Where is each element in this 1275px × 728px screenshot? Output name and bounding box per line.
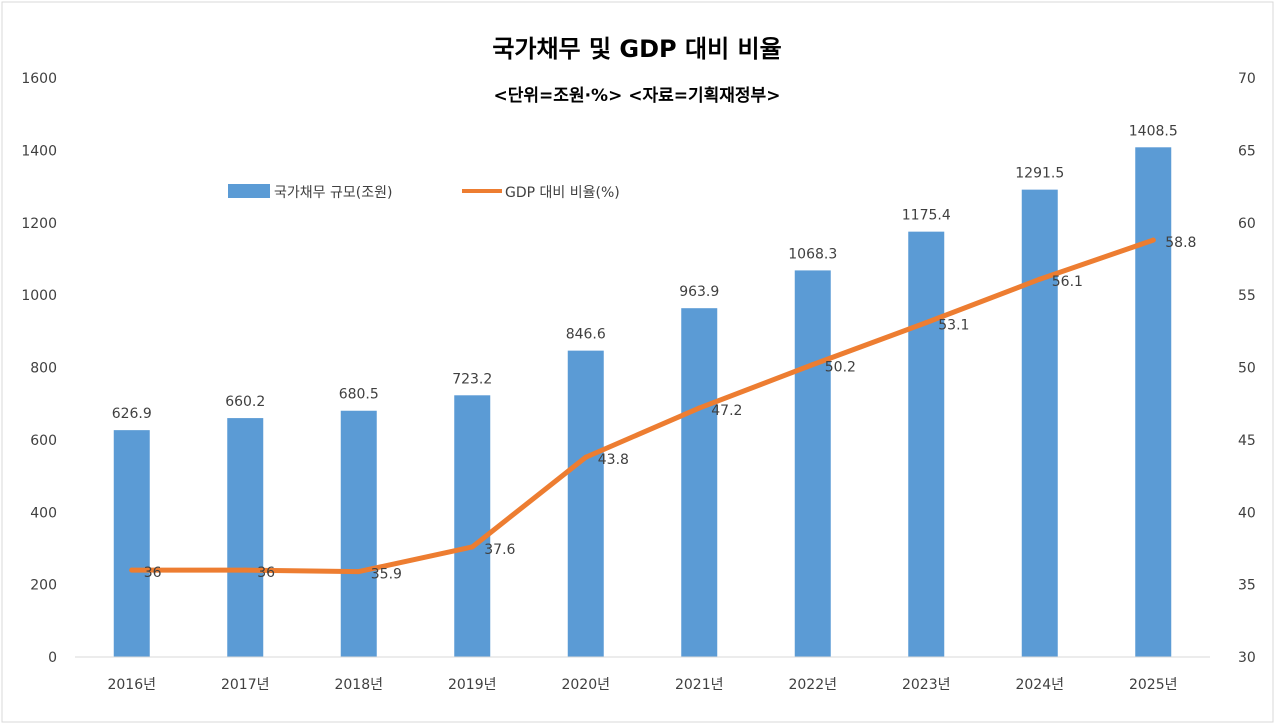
line-point xyxy=(469,544,475,550)
line-point xyxy=(810,362,816,368)
right-axis-tick-label: 45 xyxy=(1238,433,1256,449)
x-axis-tick-label: 2022년 xyxy=(788,677,837,693)
line-point xyxy=(1037,276,1043,282)
line-point xyxy=(923,320,929,326)
right-y-axis: 30 35 40 45 50 55 60 65 70 xyxy=(1238,71,1256,666)
line-data-label: 56.1 xyxy=(1052,274,1083,290)
bar-data-label: 963.9 xyxy=(679,284,719,300)
x-axis-tick-label: 2020년 xyxy=(561,677,610,693)
right-axis-tick-label: 60 xyxy=(1238,216,1256,232)
right-axis-tick-label: 40 xyxy=(1238,505,1256,521)
x-axis-tick-label: 2023년 xyxy=(902,677,951,693)
x-axis-tick-label: 2024년 xyxy=(1015,677,1064,693)
bar xyxy=(227,418,264,657)
left-axis-tick-label: 0 xyxy=(48,650,57,666)
line-data-label: 35.9 xyxy=(371,567,402,583)
legend-bar-swatch xyxy=(228,184,270,198)
bar-data-label: 660.2 xyxy=(225,394,265,410)
bar-series xyxy=(113,147,1172,658)
bar xyxy=(1021,189,1058,658)
bar-data-label: 1175.4 xyxy=(902,208,951,224)
x-axis-tick-label: 2016년 xyxy=(107,677,156,693)
line-point xyxy=(696,405,702,411)
line-point xyxy=(583,454,589,460)
x-axis-tick-label: 2017년 xyxy=(221,677,270,693)
line-series xyxy=(129,237,1156,575)
legend: 국가채무 규모(조원) GDP 대비 비율(%) xyxy=(228,184,620,201)
left-axis-tick-label: 1600 xyxy=(21,71,57,87)
left-y-axis: 0 200 400 600 800 1000 1200 1400 1600 xyxy=(21,71,57,666)
bar xyxy=(681,308,718,657)
x-axis-tick-label: 2018년 xyxy=(334,677,383,693)
line-data-label: 53.1 xyxy=(938,318,969,334)
line-data-label: 58.8 xyxy=(1165,235,1196,251)
line-point xyxy=(129,567,135,573)
bar-data-label: 1408.5 xyxy=(1129,123,1178,139)
bar xyxy=(567,350,604,657)
right-axis-tick-label: 50 xyxy=(1238,361,1256,377)
bar xyxy=(340,410,377,657)
bar-data-label: 846.6 xyxy=(566,327,606,343)
bar-data-label: 1291.5 xyxy=(1015,166,1064,182)
x-axis: 2016년 2017년 2018년 2019년 2020년 2021년 2022년 2023년… xyxy=(75,656,1210,693)
x-axis-tick-label: 2021년 xyxy=(675,677,724,693)
x-axis-tick-label: 2019년 xyxy=(448,677,497,693)
line-data-label: 37.6 xyxy=(484,542,515,558)
left-axis-tick-label: 1200 xyxy=(21,216,57,232)
bar xyxy=(794,270,831,657)
legend-bar-label: 국가채무 규모(조원) xyxy=(274,185,392,201)
line-data-label: 43.8 xyxy=(598,452,629,468)
left-axis-tick-label: 1000 xyxy=(21,288,57,304)
bar xyxy=(113,430,150,657)
line-data-label: 50.2 xyxy=(825,360,856,376)
line-point xyxy=(356,569,362,575)
bar-data-labels: 626.9 660.2 680.5 723.2 846.6 963.9 1068.3 1175… xyxy=(112,123,1178,422)
line-point xyxy=(242,567,248,573)
left-axis-tick-label: 600 xyxy=(30,433,57,449)
bar-data-label: 723.2 xyxy=(452,371,492,387)
right-axis-tick-label: 70 xyxy=(1238,71,1256,87)
bar-data-label: 680.5 xyxy=(339,387,379,403)
right-axis-tick-label: 30 xyxy=(1238,650,1256,666)
bar-data-label: 1068.3 xyxy=(788,246,837,262)
line-data-label: 36 xyxy=(257,565,275,581)
x-axis-tick-label: 2025년 xyxy=(1129,677,1178,693)
left-axis-tick-label: 800 xyxy=(30,361,57,377)
bar xyxy=(1135,147,1172,657)
left-axis-tick-label: 400 xyxy=(30,505,57,521)
line-data-labels: 36 36 35.9 37.6 43.8 47.2 50.2 53.1 56.1 58.8 xyxy=(144,235,1197,582)
right-axis-tick-label: 35 xyxy=(1238,578,1256,594)
right-axis-tick-label: 65 xyxy=(1238,143,1256,159)
line-point xyxy=(1150,237,1156,243)
line-data-label: 47.2 xyxy=(711,403,742,419)
legend-line-label: GDP 대비 비율(%) xyxy=(505,185,620,201)
line-path xyxy=(129,237,1156,575)
bar-data-label: 626.9 xyxy=(112,406,152,422)
left-axis-tick-label: 1400 xyxy=(21,143,57,159)
chart-title: 국가채무 및 GDP 대비 비율 xyxy=(492,35,781,63)
line-data-label: 36 xyxy=(144,565,162,581)
left-axis-tick-label: 200 xyxy=(30,578,57,594)
bar xyxy=(454,395,491,657)
chart-subtitle: <단위=조원·%> <자료=기획재정부> xyxy=(494,86,781,106)
right-axis-tick-label: 55 xyxy=(1238,288,1256,304)
bar xyxy=(908,231,945,657)
